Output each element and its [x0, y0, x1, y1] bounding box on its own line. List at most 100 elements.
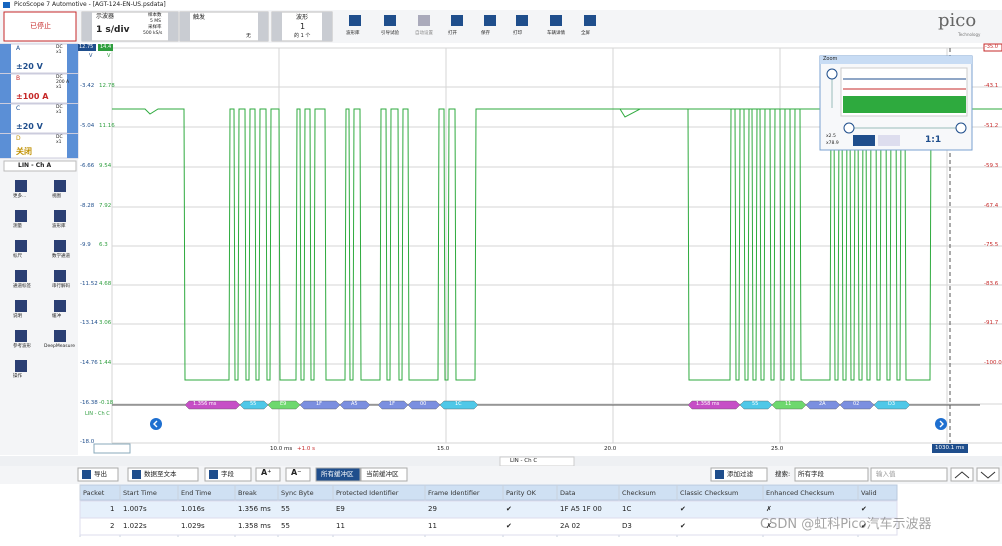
tool[interactable]: 更多...: [13, 194, 27, 199]
axis-b-tick: -75.5: [984, 242, 999, 248]
stop-label[interactable]: 已停止: [30, 22, 51, 30]
logo: pico: [938, 10, 977, 31]
minus-btn[interactable]: [180, 12, 190, 41]
search-field[interactable]: 所有字段: [798, 470, 824, 478]
toolbar-icon[interactable]: [584, 15, 596, 26]
channel-minus[interactable]: [0, 74, 11, 103]
tool[interactable]: 参考波形: [13, 344, 31, 349]
arrow-up[interactable]: [950, 467, 974, 482]
search-input[interactable]: [870, 467, 948, 482]
tool[interactable]: DeepMeasure: [44, 344, 75, 349]
tool-icon[interactable]: [15, 240, 27, 252]
table-button-label[interactable]: A⁺: [261, 468, 272, 477]
tool[interactable]: 串行解码: [52, 284, 70, 289]
zoom-tool[interactable]: [853, 135, 875, 146]
arrow-down[interactable]: [976, 467, 1000, 482]
toolbar-button[interactable]: 全屏: [581, 31, 590, 36]
cell: ✗: [766, 522, 772, 530]
tool[interactable]: 操作: [13, 374, 22, 379]
channel-minus[interactable]: [0, 44, 11, 73]
table-button-label[interactable]: 字段: [221, 470, 234, 478]
channel-plus[interactable]: [67, 134, 78, 158]
tool-icon[interactable]: [54, 240, 66, 252]
zoom-button[interactable]: [843, 122, 855, 134]
tool-icon[interactable]: [15, 270, 27, 282]
tool-icon[interactable]: [54, 300, 66, 312]
toolbar-button[interactable]: 保存: [481, 31, 490, 36]
tool-icon[interactable]: [15, 300, 27, 312]
stop-button[interactable]: [3, 11, 77, 42]
logo-sub: Technology: [958, 32, 981, 37]
toolbar-button[interactable]: 打开: [448, 31, 457, 36]
timebase[interactable]: 1 s/div: [96, 25, 130, 35]
search-field[interactable]: [794, 467, 869, 482]
toolbar-icon[interactable]: [418, 15, 430, 26]
tab-label[interactable]: LIN - Ch C: [510, 458, 538, 464]
toolbar-button[interactable]: 波形库: [346, 31, 360, 36]
channel-info: DC: [56, 45, 63, 50]
tool-icon[interactable]: [15, 210, 27, 222]
nav-button[interactable]: [935, 418, 947, 430]
zoom-tool[interactable]: [878, 135, 900, 146]
nav-button[interactable]: [150, 418, 162, 430]
tool-icon[interactable]: [15, 180, 27, 192]
zoom-button[interactable]: [955, 122, 967, 134]
channel-plus[interactable]: [67, 104, 78, 133]
channel-plus[interactable]: [67, 44, 78, 73]
channel-range[interactable]: ±20 V: [16, 62, 43, 71]
toolbar-button[interactable]: 打印: [513, 31, 522, 36]
tool[interactable]: 通道标签: [13, 284, 31, 289]
table-button[interactable]: [127, 467, 199, 482]
tool-icon[interactable]: [15, 360, 27, 372]
tool[interactable]: 说明: [13, 314, 22, 319]
table-button-label[interactable]: 数据至文本: [144, 470, 177, 478]
toolbar-button[interactable]: 车辆详情: [547, 31, 565, 36]
toolbar-button[interactable]: 引导试验: [381, 31, 399, 36]
minus-btn[interactable]: [82, 12, 92, 41]
channel-range[interactable]: ±100 A: [16, 92, 49, 101]
plus-btn[interactable]: [322, 12, 332, 41]
channel-minus[interactable]: [0, 134, 11, 158]
toolbar-icon[interactable]: [349, 15, 361, 26]
axis-b-tick: -67.4: [984, 203, 999, 209]
tool-icon[interactable]: [54, 330, 66, 342]
table-button[interactable]: [285, 467, 311, 482]
tool[interactable]: 视图: [52, 194, 61, 199]
toolbar-icon[interactable]: [484, 15, 496, 26]
table-button-label[interactable]: 所有缓冲区: [321, 470, 354, 478]
zoom-reset[interactable]: 1:1: [925, 135, 942, 145]
toolbar-icon[interactable]: [550, 15, 562, 26]
channel-range[interactable]: 关闭: [16, 147, 32, 156]
tool-icon[interactable]: [54, 180, 66, 192]
table-button-label[interactable]: 导出: [94, 470, 107, 478]
table-button[interactable]: [710, 467, 768, 482]
channel-range[interactable]: ±20 V: [16, 122, 43, 131]
search-input[interactable]: 输入值: [876, 470, 896, 478]
tool[interactable]: 数学通道: [52, 254, 70, 259]
channel-minus[interactable]: [0, 104, 11, 133]
tool[interactable]: 测量: [13, 224, 22, 229]
decode-segment: [439, 400, 479, 410]
table-button[interactable]: [255, 467, 281, 482]
channel-plus[interactable]: [67, 74, 78, 103]
toolbar-icon[interactable]: [451, 15, 463, 26]
decoder-box: [3, 160, 77, 172]
table-button[interactable]: [315, 467, 361, 482]
tool[interactable]: 缓冲: [52, 314, 61, 319]
toolbar-button[interactable]: 自动设置: [415, 31, 433, 36]
plus-btn[interactable]: [258, 12, 268, 41]
tool[interactable]: 标尺: [13, 254, 22, 259]
table-button[interactable]: [360, 467, 408, 482]
toolbar-icon[interactable]: [384, 15, 396, 26]
minus-btn[interactable]: [272, 12, 282, 41]
table-button-label[interactable]: 添加过滤: [727, 470, 753, 478]
plus-btn[interactable]: [168, 12, 178, 41]
zoom-button[interactable]: [826, 68, 838, 80]
tool-icon[interactable]: [15, 330, 27, 342]
table-button-label[interactable]: A⁻: [291, 468, 302, 477]
table-button-label[interactable]: 当前缓冲区: [366, 470, 399, 478]
tool-icon[interactable]: [54, 270, 66, 282]
toolbar-icon[interactable]: [516, 15, 528, 26]
tool[interactable]: 波形库: [52, 224, 66, 229]
tool-icon[interactable]: [54, 210, 66, 222]
